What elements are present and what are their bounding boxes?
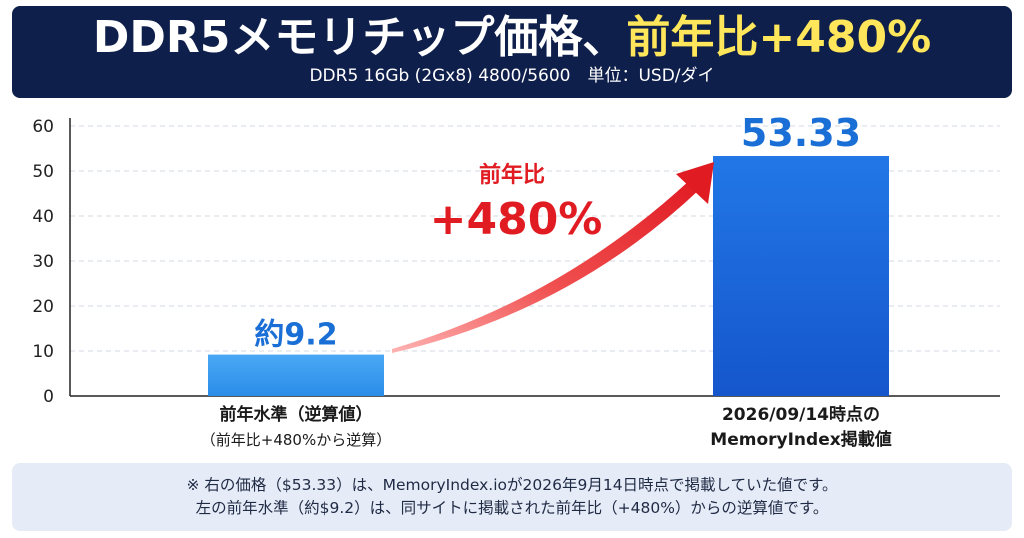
y-tick-label: 40 [32, 207, 54, 227]
bar [713, 156, 889, 396]
annotation-label: 前年比 [479, 162, 545, 188]
y-tick-label: 10 [32, 342, 54, 362]
footnote-line-1: ※ 右の価格（$53.33）は、MemoryIndex.ioが2026年9月14… [186, 476, 838, 494]
y-tick-label: 0 [43, 387, 54, 407]
y-tick-label: 20 [32, 297, 54, 317]
y-tick-label: 50 [32, 162, 54, 182]
label-layer: 約9.2 前年水準（逆算値） （前年比+480%から逆算） 53.33 2026/09/… [201, 111, 892, 450]
data-label: 約9.2 [254, 318, 337, 353]
annotation-value: +480% [430, 194, 603, 245]
bar [208, 354, 384, 396]
x-category-label: MemoryIndex掲載値 [710, 429, 891, 450]
x-category-label: 2026/09/14時点の [722, 404, 880, 425]
y-tick-label: 30 [32, 252, 54, 272]
growth-arrow-head [676, 162, 714, 204]
title-highlight: 前年比+480% [626, 12, 932, 63]
header-banner: DDR5メモリチップ価格、前年比+480% DDR5 16Gb (2Gx8) 4… [12, 6, 1012, 98]
title-main: DDR5メモリチップ価格、 [92, 12, 627, 63]
page-title: DDR5メモリチップ価格、前年比+480% [12, 12, 1012, 64]
data-label: 53.33 [741, 111, 861, 155]
x-category-label: （前年比+480%から逆算） [201, 431, 391, 449]
bar-layer [208, 156, 889, 396]
bar-chart: 0 10 20 30 40 50 60 前年比 +480% 約9.2 前年水準（逆算値） （前年… [32, 111, 1000, 450]
page-subtitle: DDR5 16Gb (2Gx8) 4800/5600 単位：USD/ダイ [309, 66, 715, 86]
footnote-line-2: 左の前年水準（約$9.2）は、同サイトに掲載された前年比（+480%）からの逆算… [195, 499, 829, 517]
footnote-box: ※ 右の価格（$53.33）は、MemoryIndex.ioが2026年9月14… [12, 463, 1012, 531]
x-category-label: 前年水準（逆算値） [220, 404, 373, 425]
y-tick-label: 60 [32, 117, 54, 137]
